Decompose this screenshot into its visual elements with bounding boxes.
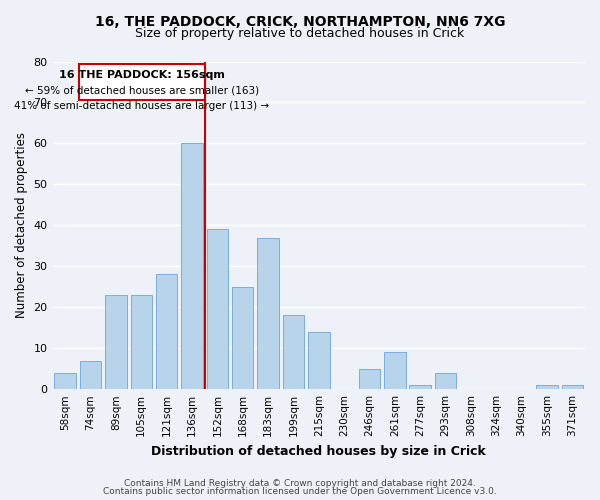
Bar <box>131 295 152 389</box>
Text: 16 THE PADDOCK: 156sqm: 16 THE PADDOCK: 156sqm <box>59 70 225 80</box>
Bar <box>283 316 304 389</box>
Bar <box>409 385 431 389</box>
Bar <box>562 385 583 389</box>
Bar <box>181 144 203 389</box>
Bar <box>55 373 76 389</box>
Bar <box>80 360 101 389</box>
Bar <box>105 295 127 389</box>
FancyBboxPatch shape <box>79 64 205 100</box>
Bar <box>257 238 279 389</box>
Bar <box>156 274 178 389</box>
Text: 16, THE PADDOCK, CRICK, NORTHAMPTON, NN6 7XG: 16, THE PADDOCK, CRICK, NORTHAMPTON, NN6… <box>95 15 505 29</box>
Bar <box>536 385 558 389</box>
Text: Size of property relative to detached houses in Crick: Size of property relative to detached ho… <box>136 28 464 40</box>
Y-axis label: Number of detached properties: Number of detached properties <box>15 132 28 318</box>
X-axis label: Distribution of detached houses by size in Crick: Distribution of detached houses by size … <box>151 444 486 458</box>
Bar <box>384 352 406 389</box>
Text: Contains HM Land Registry data © Crown copyright and database right 2024.: Contains HM Land Registry data © Crown c… <box>124 478 476 488</box>
Bar <box>435 373 457 389</box>
Bar <box>206 230 228 389</box>
Text: Contains public sector information licensed under the Open Government Licence v3: Contains public sector information licen… <box>103 487 497 496</box>
Text: 41% of semi-detached houses are larger (113) →: 41% of semi-detached houses are larger (… <box>14 101 269 111</box>
Bar <box>232 287 253 389</box>
Bar <box>308 332 329 389</box>
Bar <box>359 368 380 389</box>
Text: ← 59% of detached houses are smaller (163): ← 59% of detached houses are smaller (16… <box>25 86 259 96</box>
